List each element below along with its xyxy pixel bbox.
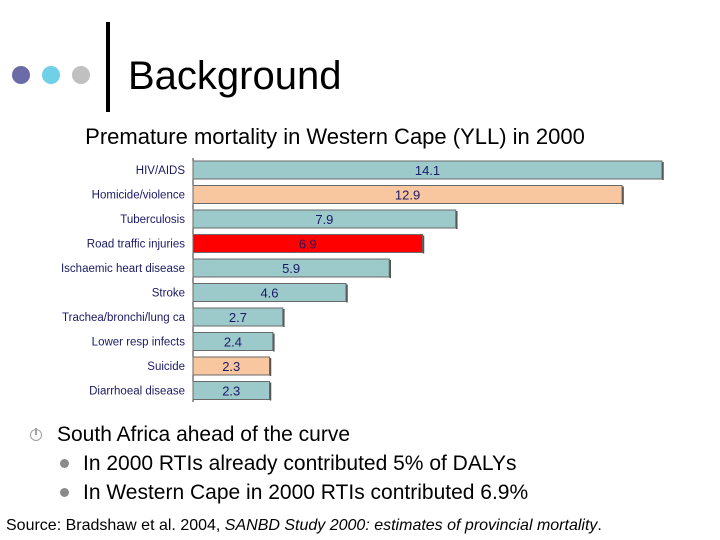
bar-7	[192, 332, 274, 351]
bar-9	[192, 381, 271, 400]
bar-chart: HIV/AIDS 14.1 Homicide/violence 12.9 Tubercu…	[0, 158, 720, 402]
bar-8	[192, 356, 271, 376]
dot-1	[12, 66, 30, 84]
value-label-3: 6.9	[299, 237, 317, 252]
category-label-1: Homicide/violence	[92, 190, 185, 202]
title-divider	[106, 22, 110, 112]
bar-4	[192, 258, 390, 278]
bar-3	[192, 234, 424, 253]
bullet-main-text: South Africa ahead of the curve	[57, 423, 351, 446]
bullet-sub-1-text: In 2000 RTIs already contributed 5% of D…	[83, 452, 517, 475]
bullet-list: South Africa ahead of the curve In 2000 …	[30, 420, 528, 507]
value-label-0: 14.1	[415, 163, 440, 178]
bar-1	[192, 185, 623, 204]
chart-title: Premature mortality in Western Cape (YLL…	[85, 124, 585, 149]
category-label-3: Road traffic injuries	[87, 239, 185, 251]
value-label-7: 2.4	[224, 335, 242, 350]
bullet-dot-icon	[60, 459, 69, 468]
value-label-2: 7.9	[315, 212, 333, 227]
bar-0	[192, 160, 663, 180]
value-label-9: 2.3	[222, 384, 240, 399]
source-citation: Source: Bradshaw et al. 2004, SANBD Stud…	[6, 516, 602, 536]
bar-chart-svg: HIV/AIDS 14.1 Homicide/violence 12.9 Tubercu…	[61, 158, 664, 402]
value-label-6: 2.7	[229, 310, 247, 325]
category-label-7: Lower resp infects	[92, 337, 186, 349]
category-label-0: HIV/AIDS	[136, 165, 186, 177]
category-label-6: Trachea/bronchi/lung ca	[62, 312, 186, 324]
category-label-4: Ischaemic heart disease	[61, 263, 185, 275]
bullet-sub-2-text: In Western Cape in 2000 RTIs contributed…	[83, 481, 529, 504]
dot-2	[42, 66, 60, 84]
bullet-sub-2: In Western Cape in 2000 RTIs contributed…	[60, 478, 528, 507]
source-prefix: Source: Bradshaw et al. 2004,	[6, 517, 225, 534]
value-label-4: 5.9	[282, 261, 300, 276]
decorative-dots	[12, 66, 90, 84]
bullet-ring-icon	[30, 427, 42, 441]
bullet-sub-1: In 2000 RTIs already contributed 5% of D…	[60, 449, 528, 478]
bar-5	[192, 283, 347, 302]
bullet-main: South Africa ahead of the curve	[30, 420, 528, 449]
bar-2	[192, 209, 457, 229]
category-label-8: Suicide	[147, 361, 185, 373]
category-label-9: Diarrhoeal disease	[89, 386, 185, 398]
category-label-2: Tuberculosis	[120, 214, 185, 226]
source-title: SANBD Study 2000: estimates of provincia…	[224, 517, 598, 534]
source-suffix: .	[597, 517, 602, 534]
value-label-1: 12.9	[395, 188, 420, 203]
bullet-dot-icon	[60, 488, 69, 497]
category-label-5: Stroke	[152, 288, 185, 300]
slide-title: Background	[128, 54, 342, 98]
bar-6	[192, 307, 284, 327]
dot-3	[72, 66, 90, 84]
value-label-5: 4.6	[260, 286, 278, 301]
value-label-8: 2.3	[222, 359, 240, 374]
